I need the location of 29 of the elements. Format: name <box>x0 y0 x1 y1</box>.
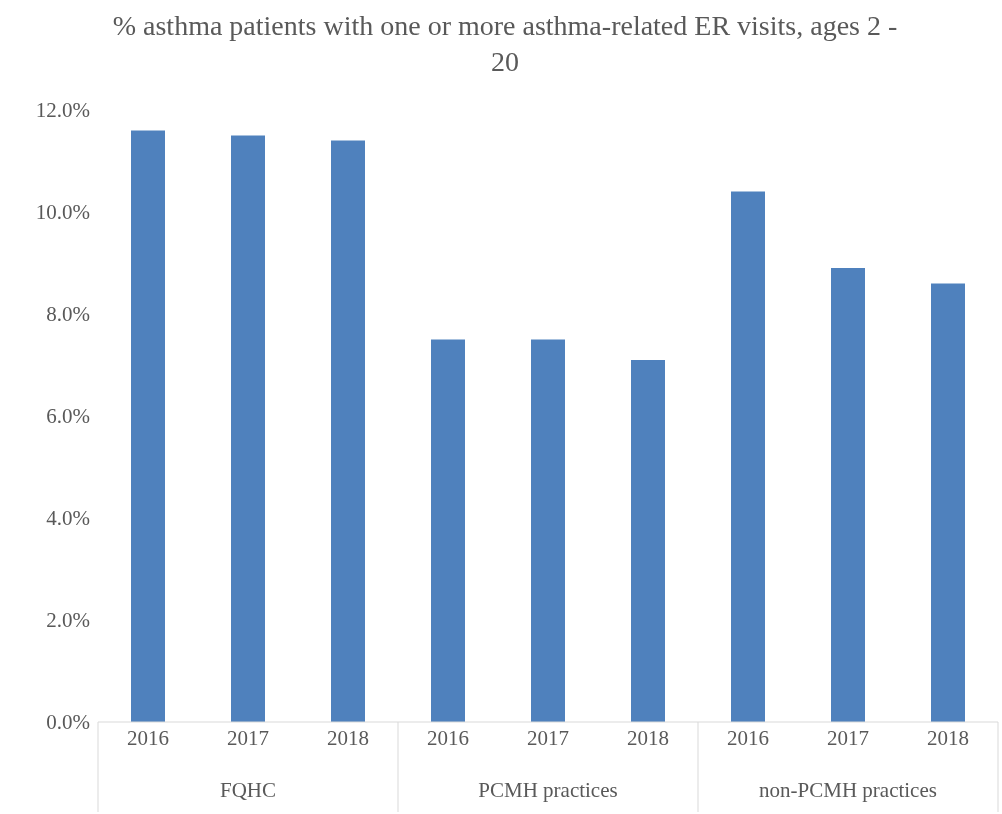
y-tick-label: 8.0% <box>46 302 90 327</box>
y-tick-label: 6.0% <box>46 404 90 429</box>
x-tick-label: 2017 <box>827 725 869 750</box>
bar <box>531 339 565 722</box>
x-tick-label: 2017 <box>227 725 269 750</box>
x-tick-label: 2017 <box>527 725 569 750</box>
x-tick-label: 2016 <box>727 725 769 750</box>
x-tick-label: 2018 <box>927 725 969 750</box>
bar <box>931 283 965 722</box>
x-tick-label: 2018 <box>627 725 669 750</box>
text: FQHC <box>219 778 277 802</box>
text: non-PCMH practices <box>759 778 937 802</box>
bar <box>431 339 465 722</box>
x-tick-label: 2016 <box>127 725 169 750</box>
bar <box>631 359 665 722</box>
y-tick-label: 4.0% <box>46 506 90 531</box>
y-tick-label: 10.0% <box>35 200 90 225</box>
bar <box>831 268 865 722</box>
chart-title: % asthma patients with one or more asthma-related ER visits, ages 2 - 20 <box>111 9 899 79</box>
x-tick-label: 2016 <box>427 725 469 750</box>
bar <box>331 140 365 722</box>
x-tick-label: 2018 <box>327 725 369 750</box>
y-tick-label: 0.0% <box>46 710 90 735</box>
y-tick-label: 12.0% <box>35 98 90 123</box>
bar <box>131 130 165 722</box>
y-tick-label: 2.0% <box>46 608 90 633</box>
bar <box>231 135 265 722</box>
bar <box>731 191 765 722</box>
text: PCMH practices <box>478 778 618 802</box>
